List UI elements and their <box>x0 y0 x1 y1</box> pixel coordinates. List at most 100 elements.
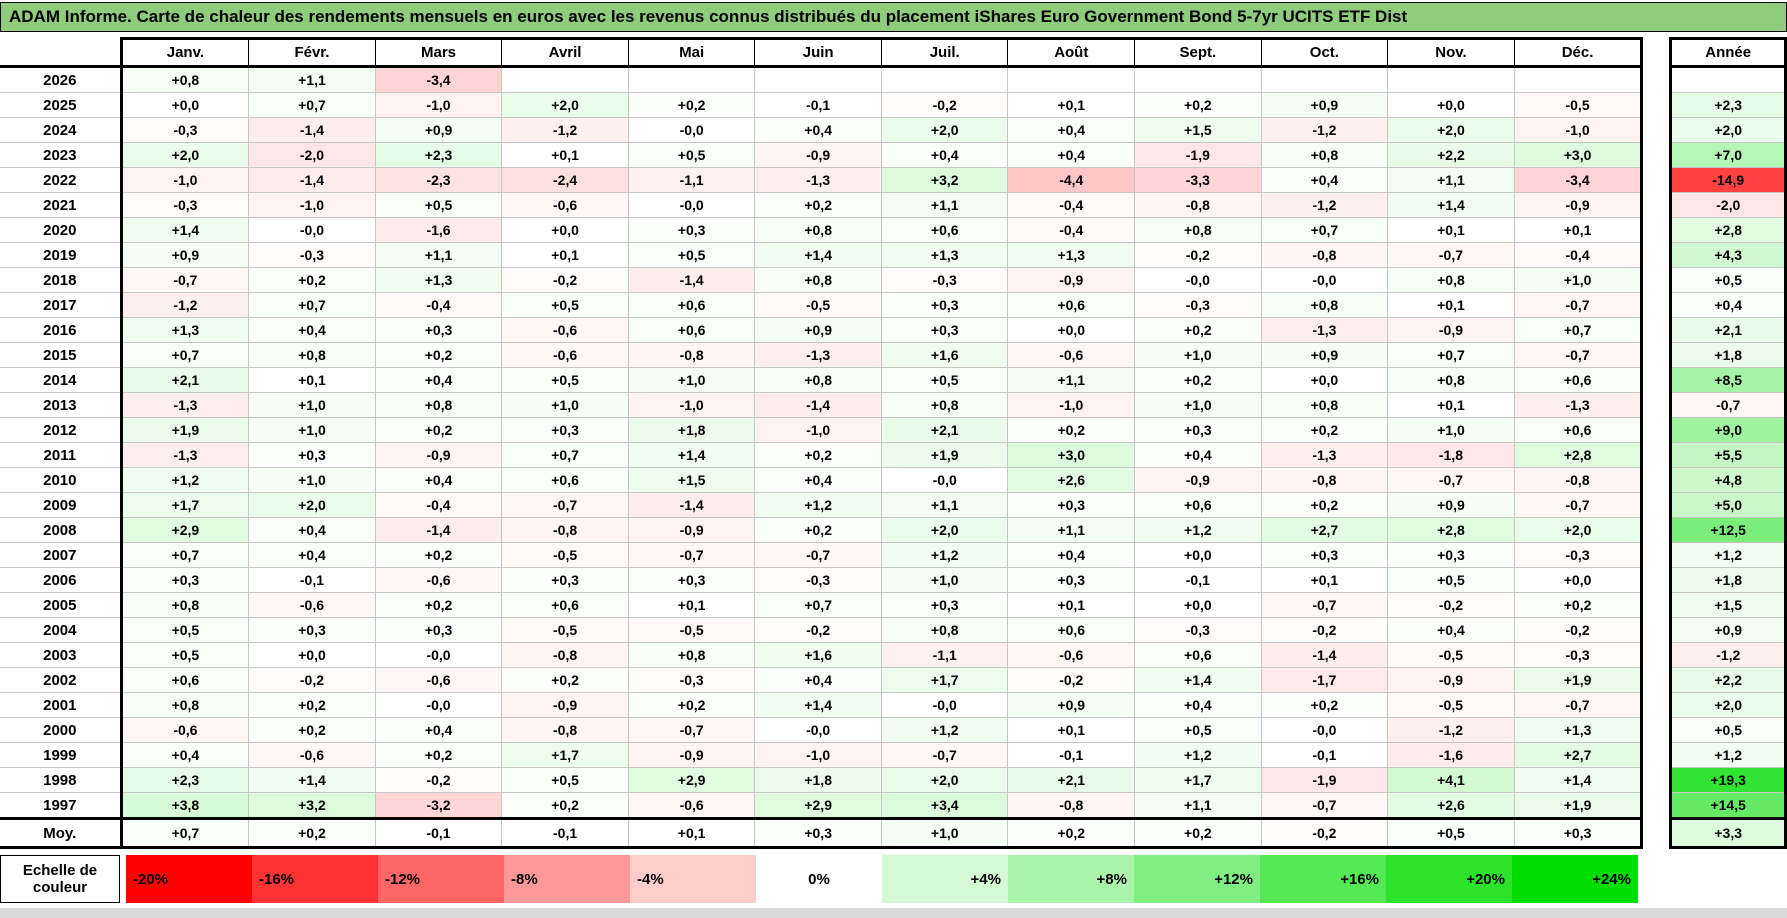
value-cell: +0,2 <box>1260 492 1389 518</box>
value-cell: -0,0 <box>754 717 882 743</box>
year-label: 2009 <box>0 492 123 518</box>
annual-row: +12,5 <box>1669 517 1787 543</box>
value-cell: -0,0 <box>1260 267 1389 293</box>
annual-returns-body: +2,3 +2,0 +7,0 -14,9 -2,0 +2,8 +4,3 +0,5 +0,4 +2,… <box>1669 66 1787 849</box>
value-cell: +1,2 <box>120 467 250 493</box>
value-cell: +1,2 <box>754 492 882 518</box>
value-cell: +1,4 <box>120 217 250 243</box>
annual-row: +2,3 <box>1669 92 1787 118</box>
annual-average-row: +3,3 <box>1669 817 1787 849</box>
value-cell: -3,4 <box>1513 167 1644 193</box>
value-cell: +1,2 <box>880 717 1009 743</box>
value-cell: -0,0 <box>374 692 503 718</box>
annual-row: +0,5 <box>1669 267 1787 293</box>
annual-row: -1,2 <box>1669 642 1787 668</box>
value-cell: -0,2 <box>501 267 629 293</box>
value-cell: +1,3 <box>880 242 1009 268</box>
table-row: 2006 +0,3 -0,1 -0,6 +0,3 +0,3 -0,3 +1,0 +0,3 -0,1… <box>0 567 1644 593</box>
value-cell: +0,3 <box>374 617 503 643</box>
value-cell: +0,2 <box>501 667 629 693</box>
value-cell: -0,2 <box>1260 617 1389 643</box>
value-cell: +0,4 <box>1387 617 1515 643</box>
annual-row <box>1669 66 1787 93</box>
value-cell: +0,2 <box>501 792 629 819</box>
value-cell: +0,3 <box>1007 492 1136 518</box>
value-cell: +3,2 <box>248 792 376 819</box>
annual-row: -2,0 <box>1669 192 1787 218</box>
value-cell: +0,9 <box>374 117 503 143</box>
value-cell: -1,3 <box>754 167 882 193</box>
value-cell: +1,0 <box>501 392 629 418</box>
value-cell: +0,2 <box>1260 417 1389 443</box>
legend-swatch: +16% <box>1260 855 1386 903</box>
value-cell: +0,1 <box>501 142 629 168</box>
table-row: 2000 -0,6 +0,2 +0,4 -0,8 -0,7 -0,0 +1,2 +0,1 +0,5… <box>0 717 1644 743</box>
annee-value-cell: +9,0 <box>1669 417 1787 443</box>
value-cell: +2,8 <box>1387 517 1515 543</box>
value-cell: -0,0 <box>880 692 1009 718</box>
annual-row: +1,8 <box>1669 342 1787 368</box>
value-cell: +0,7 <box>501 442 629 468</box>
value-cell: +1,7 <box>880 667 1009 693</box>
value-cell: -1,1 <box>880 642 1009 668</box>
value-cell: +1,0 <box>1134 392 1262 418</box>
value-cell: -0,3 <box>1134 292 1262 318</box>
year-label: 2021 <box>0 192 123 218</box>
legend-swatch: +8% <box>1008 855 1134 903</box>
value-cell: +0,1 <box>627 817 756 849</box>
annee-value-cell: +1,8 <box>1669 342 1787 368</box>
value-cell: +0,3 <box>1260 542 1389 568</box>
table-row: 2015 +0,7 +0,8 +0,2 -0,6 -0,8 -1,3 +1,6 -0,6 +1,0… <box>0 342 1644 368</box>
year-label: 2007 <box>0 542 123 568</box>
annual-row: +2,0 <box>1669 117 1787 143</box>
annual-row: +4,3 <box>1669 242 1787 268</box>
value-cell <box>1007 65 1136 93</box>
annual-row: +0,4 <box>1669 292 1787 318</box>
value-cell: +0,6 <box>1134 492 1262 518</box>
value-cell: +1,2 <box>1134 742 1262 768</box>
value-cell: -0,9 <box>754 142 882 168</box>
value-cell: +0,0 <box>1007 317 1136 343</box>
value-cell: +2,0 <box>1513 517 1644 543</box>
value-cell: -0,4 <box>1513 242 1644 268</box>
value-cell: -0,2 <box>880 92 1009 118</box>
value-cell: -2,0 <box>248 142 376 168</box>
value-cell: -0,1 <box>754 92 882 118</box>
value-cell: +0,2 <box>248 817 376 849</box>
value-cell: +0,2 <box>1007 417 1136 443</box>
value-cell: -0,2 <box>1513 617 1644 643</box>
value-cell: +1,1 <box>880 492 1009 518</box>
value-cell: -0,7 <box>1513 692 1644 718</box>
value-cell: +1,4 <box>1387 192 1515 218</box>
year-label: 2023 <box>0 142 123 168</box>
annual-row: +1,2 <box>1669 742 1787 768</box>
value-cell: -0,7 <box>1387 467 1515 493</box>
value-cell: +2,7 <box>1513 742 1644 768</box>
value-cell: +0,6 <box>1007 292 1136 318</box>
value-cell: +1,1 <box>880 192 1009 218</box>
annee-value-cell: +7,0 <box>1669 142 1787 168</box>
value-cell: +0,0 <box>1260 367 1389 393</box>
value-cell: +1,3 <box>1513 717 1644 743</box>
value-cell: -1,8 <box>1387 442 1515 468</box>
value-cell: +0,8 <box>754 217 882 243</box>
year-label: 2002 <box>0 667 123 693</box>
value-cell: -0,6 <box>501 317 629 343</box>
value-cell: -0,3 <box>248 242 376 268</box>
year-label: 2026 <box>0 65 123 93</box>
value-cell: -0,4 <box>1007 217 1136 243</box>
value-cell: -0,0 <box>880 467 1009 493</box>
value-cell: -0,2 <box>1134 242 1262 268</box>
year-label: 2005 <box>0 592 123 618</box>
annee-value-cell: +0,5 <box>1669 717 1787 743</box>
value-cell: +0,6 <box>501 592 629 618</box>
value-cell: -1,0 <box>374 92 503 118</box>
value-cell: +2,7 <box>1260 517 1389 543</box>
value-cell: -0,8 <box>501 642 629 668</box>
value-cell: -0,5 <box>501 542 629 568</box>
value-cell: +0,6 <box>1007 617 1136 643</box>
value-cell: +1,9 <box>120 417 250 443</box>
value-cell: +0,0 <box>501 217 629 243</box>
value-cell: +4,1 <box>1387 767 1515 793</box>
value-cell: +3,0 <box>1513 142 1644 168</box>
